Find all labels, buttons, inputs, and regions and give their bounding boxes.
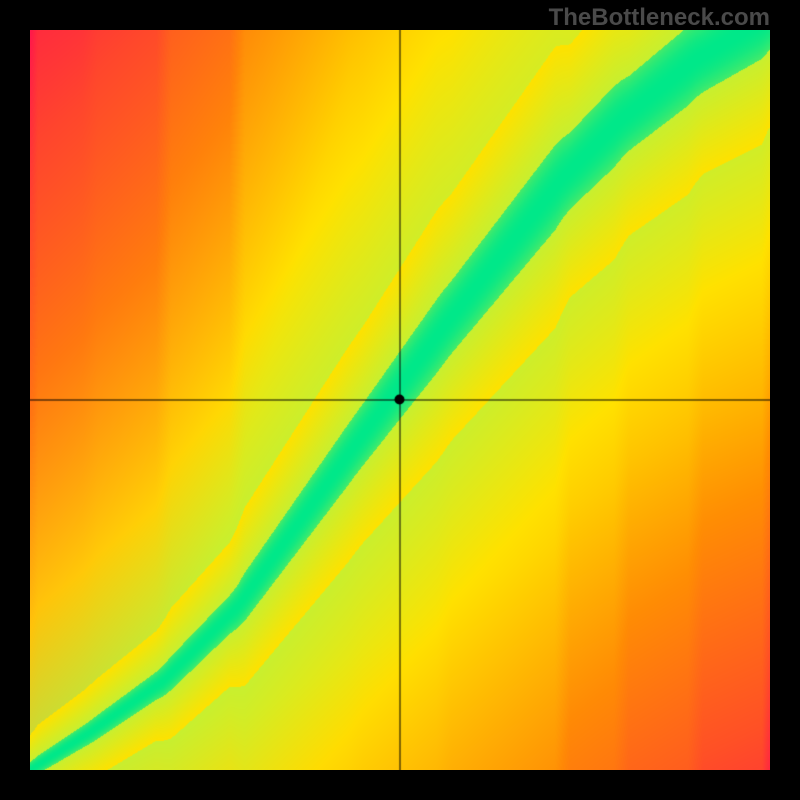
watermark-text: TheBottleneck.com [549,4,770,32]
chart-container: TheBottleneck.com [0,0,800,800]
bottleneck-heatmap [30,30,770,770]
